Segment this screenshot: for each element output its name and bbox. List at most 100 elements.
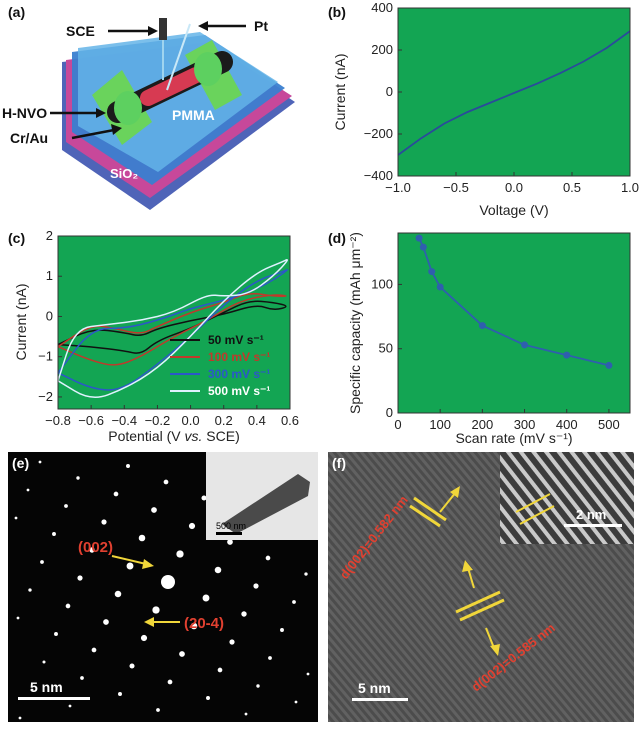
c-xtick-label: −0.6 <box>78 413 104 428</box>
c-series-line-1 <box>57 292 287 366</box>
scale-text-e: 5 nm <box>30 679 63 695</box>
label-002: (002) <box>78 539 113 556</box>
c-xtick-label: −0.4 <box>111 413 137 428</box>
diffraction-spot <box>68 704 72 708</box>
diffraction-spot <box>229 639 235 645</box>
diffraction-spot <box>304 572 308 576</box>
c-xlabel: Potential (V vs. SCE) <box>108 428 240 444</box>
diffraction-spot <box>28 588 32 592</box>
diffraction-spot <box>118 692 122 696</box>
c-xtick-label: 0.0 <box>182 413 200 428</box>
diffraction-spot <box>206 696 210 700</box>
scale-bar-f <box>352 698 408 701</box>
c-series-line-0 <box>57 300 287 354</box>
arrow-h-nvo <box>96 108 106 118</box>
diffraction-spot <box>167 679 173 685</box>
b-xtick-label: 1.0 <box>621 180 639 195</box>
diffraction-spot <box>202 594 210 602</box>
diffraction-spot <box>227 539 233 545</box>
panel-c-tag: (c) <box>8 230 25 246</box>
c-ytick-label: 0 <box>46 308 53 323</box>
panel-f-tag: (f) <box>332 455 346 471</box>
c-ytick-label: 1 <box>46 268 53 283</box>
diffraction-spot <box>30 688 34 692</box>
d-ytick-label: 100 <box>371 276 393 291</box>
diffraction-spot <box>64 504 68 508</box>
label-si: Si <box>104 185 116 200</box>
scale-text-f: 5 nm <box>358 680 391 696</box>
arrow-002 <box>142 559 154 569</box>
diffraction-spot <box>129 663 135 669</box>
diffraction-spot <box>140 634 148 642</box>
d-ytick-label: 50 <box>379 341 393 356</box>
diffraction-spot <box>176 550 184 558</box>
c-series-line-2 <box>57 268 288 391</box>
d-ylabel: Specific capacity (mAh μm⁻²) <box>347 232 363 414</box>
inset-scale-bar-f <box>564 524 622 527</box>
arrow-sce <box>148 26 158 36</box>
diffraction-spot <box>77 575 83 581</box>
label-sio2: SiO₂ <box>110 166 138 181</box>
b-ytick-label: 200 <box>371 42 393 57</box>
b-xtick-label: −0.5 <box>443 180 469 195</box>
diffraction-spot <box>26 488 30 492</box>
c-ylabel: Current (nA) <box>13 283 29 360</box>
diffraction-spot <box>54 632 58 636</box>
diffraction-spot <box>38 460 42 464</box>
scale-bar-e <box>18 697 90 700</box>
c-legend-label-2: 300 mV s⁻¹ <box>208 367 270 381</box>
plot-area-b <box>398 8 630 176</box>
d-xtick-label: 300 <box>514 417 536 432</box>
c-xtick-label: 0.6 <box>281 413 299 428</box>
c-legend: 50 mV s⁻¹ 100 mV s⁻¹ 300 mV s⁻¹ 500 mV s⁻¹ <box>170 333 270 398</box>
panel-b-tag: (b) <box>328 4 346 20</box>
arrow-pt <box>198 21 208 31</box>
d-data-point <box>478 322 486 330</box>
diffraction-spot <box>292 600 296 604</box>
diffraction-spot <box>113 491 119 497</box>
d-xlabel: Scan rate (mV s⁻¹) <box>455 430 572 446</box>
panel-b-iv-chart: (b) −1.0 −0.5 0.0 0.5 1.0 −400 −200 0 200 400 Vol… <box>328 0 639 218</box>
c-ytick-label: −1 <box>38 349 53 364</box>
diffraction-spot <box>103 619 109 625</box>
diffraction-spot <box>294 700 298 704</box>
d-data-point <box>428 268 436 276</box>
panel-c-cv-chart: (c) −0.8 −0.6 −0.4 −0.2 0.0 0.2 0.4 0.6−2−1012 … <box>8 228 299 444</box>
diffraction-spot <box>126 464 130 468</box>
b-xtick-label: 0.5 <box>563 180 581 195</box>
pt-wire <box>166 23 191 91</box>
c-xtick-label: 0.4 <box>248 413 266 428</box>
diffraction-spot <box>76 476 80 480</box>
b-ytick-label: 400 <box>371 0 393 15</box>
diffraction-spot <box>18 716 22 720</box>
panel-d-capacity-chart: (d) 0 100 200 300 400 500 0 50 100 Scan rate (mV… <box>328 230 631 446</box>
panel-a-device-schematic: (a) SCE Pt H-NVO Cr/Au PMMA SiO₂ Si <box>2 4 295 210</box>
diffraction-spot <box>253 583 259 589</box>
inset-scale-text: 500 nm <box>216 521 246 531</box>
label-sce: SCE <box>66 23 95 39</box>
c-xtick-label: 0.2 <box>215 413 233 428</box>
diffraction-spot <box>179 651 185 657</box>
arrow-f-low <box>490 644 500 656</box>
diffraction-spot <box>40 560 44 564</box>
d-data-point <box>415 234 423 242</box>
d-xtick-label: 500 <box>598 417 620 432</box>
c-xtick-label: −0.8 <box>45 413 71 428</box>
diffraction-spot <box>152 606 160 614</box>
d-data-point <box>436 283 444 291</box>
diffraction-spot <box>190 622 198 630</box>
diffraction-spot <box>214 566 222 574</box>
c-xtick-label: −0.2 <box>145 413 171 428</box>
diffraction-spot <box>114 590 122 598</box>
inset-scale-bar <box>216 532 242 535</box>
diffraction-spot <box>52 532 56 536</box>
electrode-collar-right <box>194 52 222 86</box>
d-xtick-label: 100 <box>429 417 451 432</box>
diffraction-spot <box>138 534 146 542</box>
diffraction-spots <box>14 460 310 720</box>
diffraction-spot <box>241 611 247 617</box>
panel-d-tag: (d) <box>328 230 346 246</box>
b-xtick-label: 0.0 <box>505 180 523 195</box>
d-data-point <box>419 243 427 251</box>
b-ytick-label: 0 <box>386 84 393 99</box>
